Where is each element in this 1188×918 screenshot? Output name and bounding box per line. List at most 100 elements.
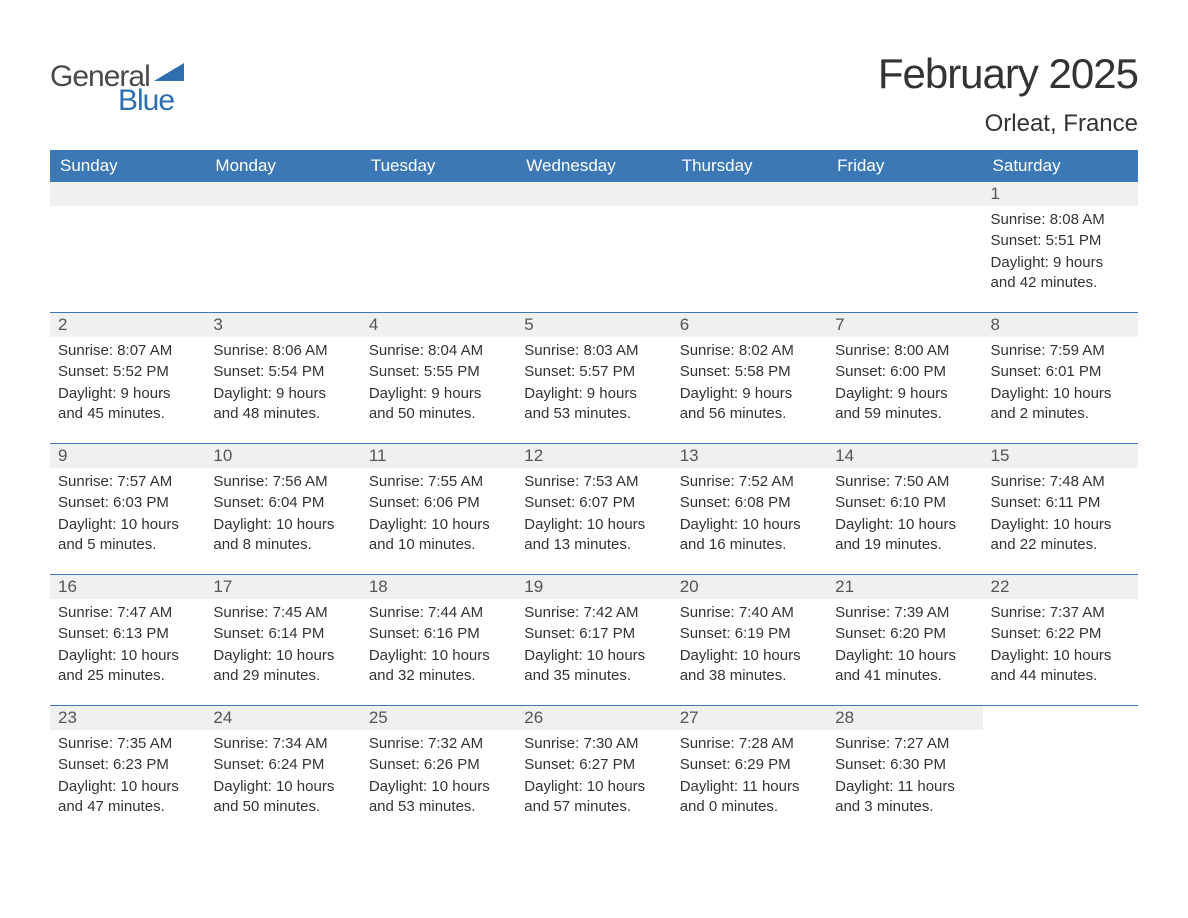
calendar-cell: 4Sunrise: 8:04 AMSunset: 5:55 PMDaylight… [361, 313, 516, 443]
sunset-text: Sunset: 6:06 PM [369, 493, 508, 513]
day-detail: Sunrise: 7:40 AMSunset: 6:19 PMDaylight:… [672, 599, 827, 686]
sunset-text: Sunset: 6:26 PM [369, 755, 508, 775]
sunset-text: Sunset: 6:11 PM [991, 493, 1130, 513]
day-detail: Sunrise: 7:45 AMSunset: 6:14 PMDaylight:… [205, 599, 360, 686]
sunrise-text: Sunrise: 7:32 AM [369, 734, 508, 754]
sunrise-text: Sunrise: 8:00 AM [835, 341, 974, 361]
sunset-text: Sunset: 6:04 PM [213, 493, 352, 513]
calendar-week: 2Sunrise: 8:07 AMSunset: 5:52 PMDaylight… [50, 312, 1138, 443]
daylight-text: Daylight: 11 hours and 3 minutes. [835, 777, 974, 818]
daylight-text: Daylight: 10 hours and 8 minutes. [213, 515, 352, 556]
sunrise-text: Sunrise: 7:45 AM [213, 603, 352, 623]
sunrise-text: Sunrise: 7:28 AM [680, 734, 819, 754]
day-detail: Sunrise: 7:37 AMSunset: 6:22 PMDaylight:… [983, 599, 1138, 686]
day-number: 17 [205, 575, 360, 599]
sunrise-text: Sunrise: 7:47 AM [58, 603, 197, 623]
day-detail: Sunrise: 8:00 AMSunset: 6:00 PMDaylight:… [827, 337, 982, 424]
calendar-cell: 21Sunrise: 7:39 AMSunset: 6:20 PMDayligh… [827, 575, 982, 705]
sunset-text: Sunset: 6:23 PM [58, 755, 197, 775]
day-detail: Sunrise: 7:47 AMSunset: 6:13 PMDaylight:… [50, 599, 205, 686]
daylight-text: Daylight: 10 hours and 38 minutes. [680, 646, 819, 687]
calendar-cell: 14Sunrise: 7:50 AMSunset: 6:10 PMDayligh… [827, 444, 982, 574]
day-detail: Sunrise: 7:53 AMSunset: 6:07 PMDaylight:… [516, 468, 671, 555]
calendar-cell: 25Sunrise: 7:32 AMSunset: 6:26 PMDayligh… [361, 706, 516, 836]
sunrise-text: Sunrise: 7:34 AM [213, 734, 352, 754]
sunset-text: Sunset: 6:00 PM [835, 362, 974, 382]
sunrise-text: Sunrise: 8:04 AM [369, 341, 508, 361]
sunrise-text: Sunrise: 7:50 AM [835, 472, 974, 492]
day-header-thu: Thursday [672, 150, 827, 182]
sunrise-text: Sunrise: 7:52 AM [680, 472, 819, 492]
calendar-cell: 5Sunrise: 8:03 AMSunset: 5:57 PMDaylight… [516, 313, 671, 443]
daylight-text: Daylight: 10 hours and 25 minutes. [58, 646, 197, 687]
calendar-cell: 24Sunrise: 7:34 AMSunset: 6:24 PMDayligh… [205, 706, 360, 836]
sunrise-text: Sunrise: 7:30 AM [524, 734, 663, 754]
sunrise-text: Sunrise: 7:37 AM [991, 603, 1130, 623]
sunset-text: Sunset: 6:30 PM [835, 755, 974, 775]
sunrise-text: Sunrise: 7:40 AM [680, 603, 819, 623]
sunrise-text: Sunrise: 7:55 AM [369, 472, 508, 492]
sunset-text: Sunset: 6:20 PM [835, 624, 974, 644]
logo-text-blue: Blue [118, 84, 184, 118]
calendar-cell: 19Sunrise: 7:42 AMSunset: 6:17 PMDayligh… [516, 575, 671, 705]
sunset-text: Sunset: 6:29 PM [680, 755, 819, 775]
day-detail: Sunrise: 7:34 AMSunset: 6:24 PMDaylight:… [205, 730, 360, 817]
day-detail: Sunrise: 7:42 AMSunset: 6:17 PMDaylight:… [516, 599, 671, 686]
sunset-text: Sunset: 6:08 PM [680, 493, 819, 513]
daylight-text: Daylight: 9 hours and 53 minutes. [524, 384, 663, 425]
sunrise-text: Sunrise: 7:57 AM [58, 472, 197, 492]
calendar-cell: 18Sunrise: 7:44 AMSunset: 6:16 PMDayligh… [361, 575, 516, 705]
daylight-text: Daylight: 10 hours and 16 minutes. [680, 515, 819, 556]
daylight-text: Daylight: 10 hours and 22 minutes. [991, 515, 1130, 556]
day-header-wed: Wednesday [516, 150, 671, 182]
day-number [827, 182, 982, 206]
calendar-cell: 17Sunrise: 7:45 AMSunset: 6:14 PMDayligh… [205, 575, 360, 705]
day-number: 11 [361, 444, 516, 468]
sunset-text: Sunset: 5:54 PM [213, 362, 352, 382]
daylight-text: Daylight: 11 hours and 0 minutes. [680, 777, 819, 818]
calendar-cell: 16Sunrise: 7:47 AMSunset: 6:13 PMDayligh… [50, 575, 205, 705]
calendar-cell: 26Sunrise: 7:30 AMSunset: 6:27 PMDayligh… [516, 706, 671, 836]
calendar-cell: 9Sunrise: 7:57 AMSunset: 6:03 PMDaylight… [50, 444, 205, 574]
day-number: 8 [983, 313, 1138, 337]
daylight-text: Daylight: 10 hours and 29 minutes. [213, 646, 352, 687]
day-number: 1 [983, 182, 1138, 206]
calendar-cell: 7Sunrise: 8:00 AMSunset: 6:00 PMDaylight… [827, 313, 982, 443]
sunrise-text: Sunrise: 7:48 AM [991, 472, 1130, 492]
calendar-cell: 13Sunrise: 7:52 AMSunset: 6:08 PMDayligh… [672, 444, 827, 574]
day-detail: Sunrise: 8:04 AMSunset: 5:55 PMDaylight:… [361, 337, 516, 424]
day-number: 20 [672, 575, 827, 599]
day-detail: Sunrise: 8:06 AMSunset: 5:54 PMDaylight:… [205, 337, 360, 424]
day-number: 18 [361, 575, 516, 599]
calendar-cell [983, 706, 1138, 836]
day-number: 21 [827, 575, 982, 599]
day-detail: Sunrise: 7:30 AMSunset: 6:27 PMDaylight:… [516, 730, 671, 817]
calendar-cell: 27Sunrise: 7:28 AMSunset: 6:29 PMDayligh… [672, 706, 827, 836]
day-number: 6 [672, 313, 827, 337]
day-detail: Sunrise: 7:35 AMSunset: 6:23 PMDaylight:… [50, 730, 205, 817]
calendar-cell: 12Sunrise: 7:53 AMSunset: 6:07 PMDayligh… [516, 444, 671, 574]
sunset-text: Sunset: 6:14 PM [213, 624, 352, 644]
sunrise-text: Sunrise: 7:44 AM [369, 603, 508, 623]
daylight-text: Daylight: 10 hours and 2 minutes. [991, 384, 1130, 425]
daylight-text: Daylight: 10 hours and 10 minutes. [369, 515, 508, 556]
day-detail: Sunrise: 7:27 AMSunset: 6:30 PMDaylight:… [827, 730, 982, 817]
day-detail: Sunrise: 7:44 AMSunset: 6:16 PMDaylight:… [361, 599, 516, 686]
day-detail: Sunrise: 7:32 AMSunset: 6:26 PMDaylight:… [361, 730, 516, 817]
sunrise-text: Sunrise: 8:08 AM [991, 210, 1130, 230]
day-number: 23 [50, 706, 205, 730]
sunset-text: Sunset: 6:13 PM [58, 624, 197, 644]
calendar-cell: 6Sunrise: 8:02 AMSunset: 5:58 PMDaylight… [672, 313, 827, 443]
daylight-text: Daylight: 10 hours and 41 minutes. [835, 646, 974, 687]
calendar-cell: 23Sunrise: 7:35 AMSunset: 6:23 PMDayligh… [50, 706, 205, 836]
day-detail: Sunrise: 7:55 AMSunset: 6:06 PMDaylight:… [361, 468, 516, 555]
sunrise-text: Sunrise: 8:07 AM [58, 341, 197, 361]
day-number [672, 182, 827, 206]
daylight-text: Daylight: 9 hours and 48 minutes. [213, 384, 352, 425]
calendar-cell: 11Sunrise: 7:55 AMSunset: 6:06 PMDayligh… [361, 444, 516, 574]
header: General Blue February 2025 Orleat, Franc… [50, 50, 1138, 138]
calendar-week: 9Sunrise: 7:57 AMSunset: 6:03 PMDaylight… [50, 443, 1138, 574]
day-number: 4 [361, 313, 516, 337]
daylight-text: Daylight: 10 hours and 5 minutes. [58, 515, 197, 556]
day-number [50, 182, 205, 206]
